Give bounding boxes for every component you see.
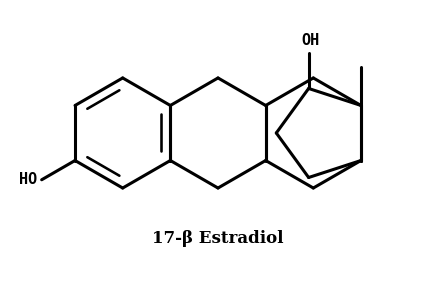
Text: HO: HO xyxy=(20,172,38,187)
Text: OH: OH xyxy=(301,33,320,48)
Text: 17-β Estradiol: 17-β Estradiol xyxy=(152,230,284,247)
